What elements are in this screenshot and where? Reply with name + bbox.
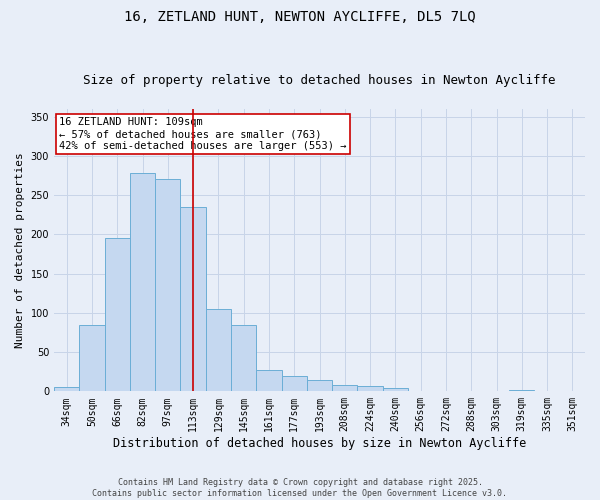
- Bar: [383, 388, 408, 392]
- Y-axis label: Number of detached properties: Number of detached properties: [15, 152, 25, 348]
- Bar: [509, 390, 535, 392]
- Text: 16 ZETLAND HUNT: 109sqm
← 57% of detached houses are smaller (763)
42% of semi-d: 16 ZETLAND HUNT: 109sqm ← 57% of detache…: [59, 118, 347, 150]
- Bar: [560, 390, 585, 392]
- Bar: [79, 326, 104, 392]
- Bar: [256, 370, 281, 392]
- Bar: [231, 326, 256, 392]
- Bar: [535, 390, 560, 392]
- Text: Contains HM Land Registry data © Crown copyright and database right 2025.
Contai: Contains HM Land Registry data © Crown c…: [92, 478, 508, 498]
- Bar: [358, 386, 383, 392]
- Bar: [54, 386, 79, 392]
- Bar: [155, 179, 181, 392]
- Bar: [408, 390, 433, 392]
- Bar: [458, 390, 484, 392]
- Bar: [206, 309, 231, 392]
- Bar: [332, 385, 358, 392]
- Title: Size of property relative to detached houses in Newton Aycliffe: Size of property relative to detached ho…: [83, 74, 556, 87]
- Bar: [181, 207, 206, 392]
- Bar: [130, 174, 155, 392]
- Bar: [104, 238, 130, 392]
- Bar: [281, 376, 307, 392]
- X-axis label: Distribution of detached houses by size in Newton Aycliffe: Distribution of detached houses by size …: [113, 437, 526, 450]
- Text: 16, ZETLAND HUNT, NEWTON AYCLIFFE, DL5 7LQ: 16, ZETLAND HUNT, NEWTON AYCLIFFE, DL5 7…: [124, 10, 476, 24]
- Bar: [307, 380, 332, 392]
